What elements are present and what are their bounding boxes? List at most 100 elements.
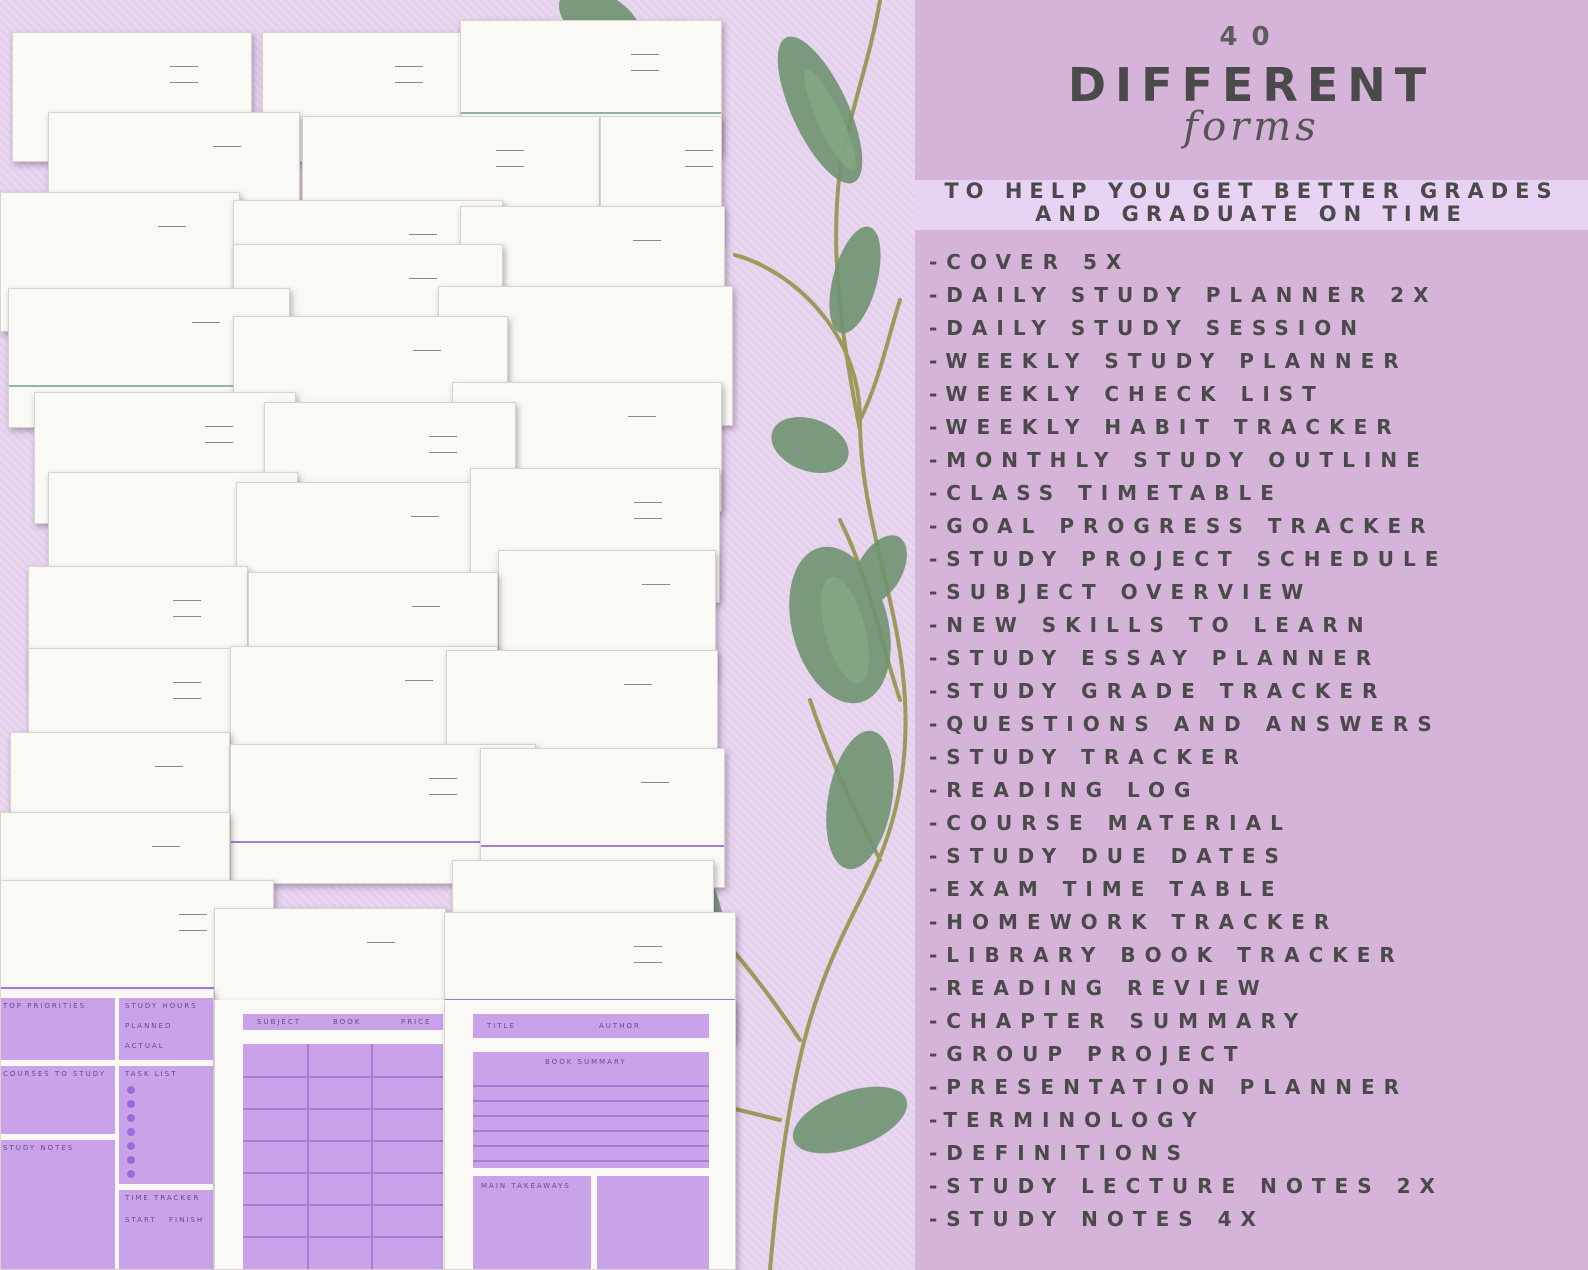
card-divider <box>231 841 535 843</box>
card-field-label <box>627 67 659 74</box>
card-field-label <box>409 347 441 354</box>
card-field-label <box>630 499 662 506</box>
summary-line <box>473 1100 709 1102</box>
forms-list-item: -COURSE MATERIAL <box>929 811 1292 835</box>
card-field-label <box>620 681 652 688</box>
card-field-label <box>209 143 241 150</box>
forms-list-item: -READING LOG <box>929 778 1200 802</box>
forms-list-item: -PRESENTATION PLANNER <box>929 1075 1409 1099</box>
forms-list: -COVER 5X -DAILY STUDY PLANNER 2X -DAILY S… <box>929 246 1579 1236</box>
task-bullet <box>127 1142 135 1150</box>
table-grid-line <box>307 1044 309 1269</box>
card-field-label <box>201 423 233 430</box>
forms-list-item: -EXAM TIME TABLE <box>929 877 1284 901</box>
forms-list-item: -STUDY TRACKER <box>929 745 1248 769</box>
sheet-section-label: AUTHOR <box>599 1022 641 1030</box>
card-field-label <box>166 79 198 86</box>
card-field-label <box>637 779 669 786</box>
forms-list-item: -STUDY PROJECT SCHEDULE <box>929 547 1448 571</box>
forms-list-item: -WEEKLY STUDY PLANNER <box>929 349 1408 373</box>
sheet-section-block: TOP PRIORITIES <box>1 998 115 1060</box>
task-bullet <box>127 1128 135 1136</box>
forms-list-item: -COVER 5X <box>929 250 1131 274</box>
panel-script-word: forms <box>1183 104 1320 150</box>
card-divider <box>461 112 721 114</box>
forms-list-item: -STUDY GRADE TRACKER <box>929 679 1387 703</box>
card-field-label <box>363 939 395 946</box>
card-field-label <box>169 597 201 604</box>
sheet-section-block: STUDY NOTES <box>1 1140 115 1269</box>
summary-line <box>473 1130 709 1132</box>
forms-list-item: -CLASS TIMETABLE <box>929 481 1283 505</box>
table-grid-line <box>243 1108 443 1110</box>
card-field-label <box>407 513 439 520</box>
panel-heading: DIFFERENT <box>1067 58 1436 112</box>
card-field-label <box>188 319 220 326</box>
summary-line <box>473 1115 709 1117</box>
card-field-label <box>405 275 437 282</box>
sheet-section-label: MAIN TAKEAWAYS <box>481 1182 571 1190</box>
table-grid-line <box>243 1076 443 1078</box>
sheet-section-block: MAIN TAKEAWAYS <box>473 1176 591 1269</box>
forms-list-item: -HOMEWORK TRACKER <box>929 910 1339 934</box>
card-field-label <box>201 439 233 446</box>
forms-list-item: -STUDY LECTURE NOTES 2X <box>929 1174 1444 1198</box>
summary-line <box>473 1160 709 1162</box>
sheet-section-block: TITLE AUTHOR <box>473 1014 709 1038</box>
tagline-line-2: AND GRADUATE ON TIME <box>1035 202 1468 226</box>
card-field-label <box>630 515 662 522</box>
card-field-label <box>169 695 201 702</box>
forms-list-item: -DEFINITIONS <box>929 1141 1191 1165</box>
tagline-line-1: TO HELP YOU GET BETTER GRADES <box>944 179 1559 203</box>
task-bullet <box>127 1086 135 1094</box>
forms-list-item: -STUDY ESSAY PLANNER <box>929 646 1381 670</box>
card-field-label <box>630 959 662 966</box>
card-field-label <box>405 231 437 238</box>
forms-list-item: -DAILY STUDY PLANNER 2X <box>929 283 1438 307</box>
card-field-label <box>175 911 207 918</box>
card-field-label <box>151 763 183 770</box>
card-field-label <box>154 223 186 230</box>
sheet-section-block: STUDY HOURS PLANNED ACTUAL <box>119 998 213 1060</box>
sheet-section-label: SUBJECT <box>257 1018 302 1026</box>
forms-list-item: -STUDY NOTES 4X <box>929 1207 1265 1231</box>
forms-list-item: -QUESTIONS AND ANSWERS <box>929 712 1441 736</box>
forms-list-item: -GROUP PROJECT <box>929 1042 1247 1066</box>
sheet-section-label: PRICE <box>401 1018 432 1026</box>
sheet-section-label: START <box>125 1216 157 1224</box>
table-grid-line <box>243 1236 443 1238</box>
planner-sheet-body: TOP PRIORITIES STUDY HOURS PLANNED ACTUAL CO… <box>0 990 214 1270</box>
card-field-label <box>391 79 423 86</box>
summary-line <box>473 1145 709 1147</box>
card-field-label <box>166 63 198 70</box>
card-field-label <box>681 147 713 154</box>
tagline-banner: TO HELP YOU GET BETTER GRADES AND GRADUA… <box>915 180 1588 230</box>
card-field-label <box>425 449 457 456</box>
forms-list-item: -STUDY DUE DATES <box>929 844 1288 868</box>
sheet-section-label: FINISH <box>169 1216 205 1224</box>
forms-list-panel: 40 DIFFERENT forms TO HELP YOU GET BETTE… <box>915 0 1588 1270</box>
card-field-label <box>425 775 457 782</box>
card-divider <box>9 385 289 387</box>
forms-list-item: -TERMINOLOGY <box>929 1108 1206 1132</box>
task-bullet <box>127 1114 135 1122</box>
sheet-section-label: ACTUAL <box>125 1042 165 1050</box>
forms-list-item: -READING REVIEW <box>929 976 1269 1000</box>
forms-list-item: -LIBRARY BOOK TRACKER <box>929 943 1404 967</box>
card-field-label <box>630 943 662 950</box>
sheet-section-label: BOOK <box>333 1018 362 1026</box>
sheet-section-label: TOP PRIORITIES <box>3 1002 87 1010</box>
sheet-section-label: TIME TRACKER <box>125 1194 201 1202</box>
card-field-label <box>681 163 713 170</box>
forms-list-item: -SUBJECT OVERVIEW <box>929 580 1313 604</box>
sheet-section-label: PLANNED <box>125 1022 173 1030</box>
card-divider <box>481 845 724 847</box>
forms-list-item: -WEEKLY HABIT TRACKER <box>929 415 1401 439</box>
task-bullet <box>127 1156 135 1164</box>
sheet-section-block <box>243 1044 443 1269</box>
card-field-label <box>492 147 524 154</box>
planner-sheet-body: TITLE AUTHOR BOOK SUMMARY MAIN TAKEAWAYS <box>444 1000 736 1270</box>
table-grid-line <box>243 1204 443 1206</box>
planner-sheet-body: SUBJECT BOOK PRICE <box>214 1000 446 1270</box>
